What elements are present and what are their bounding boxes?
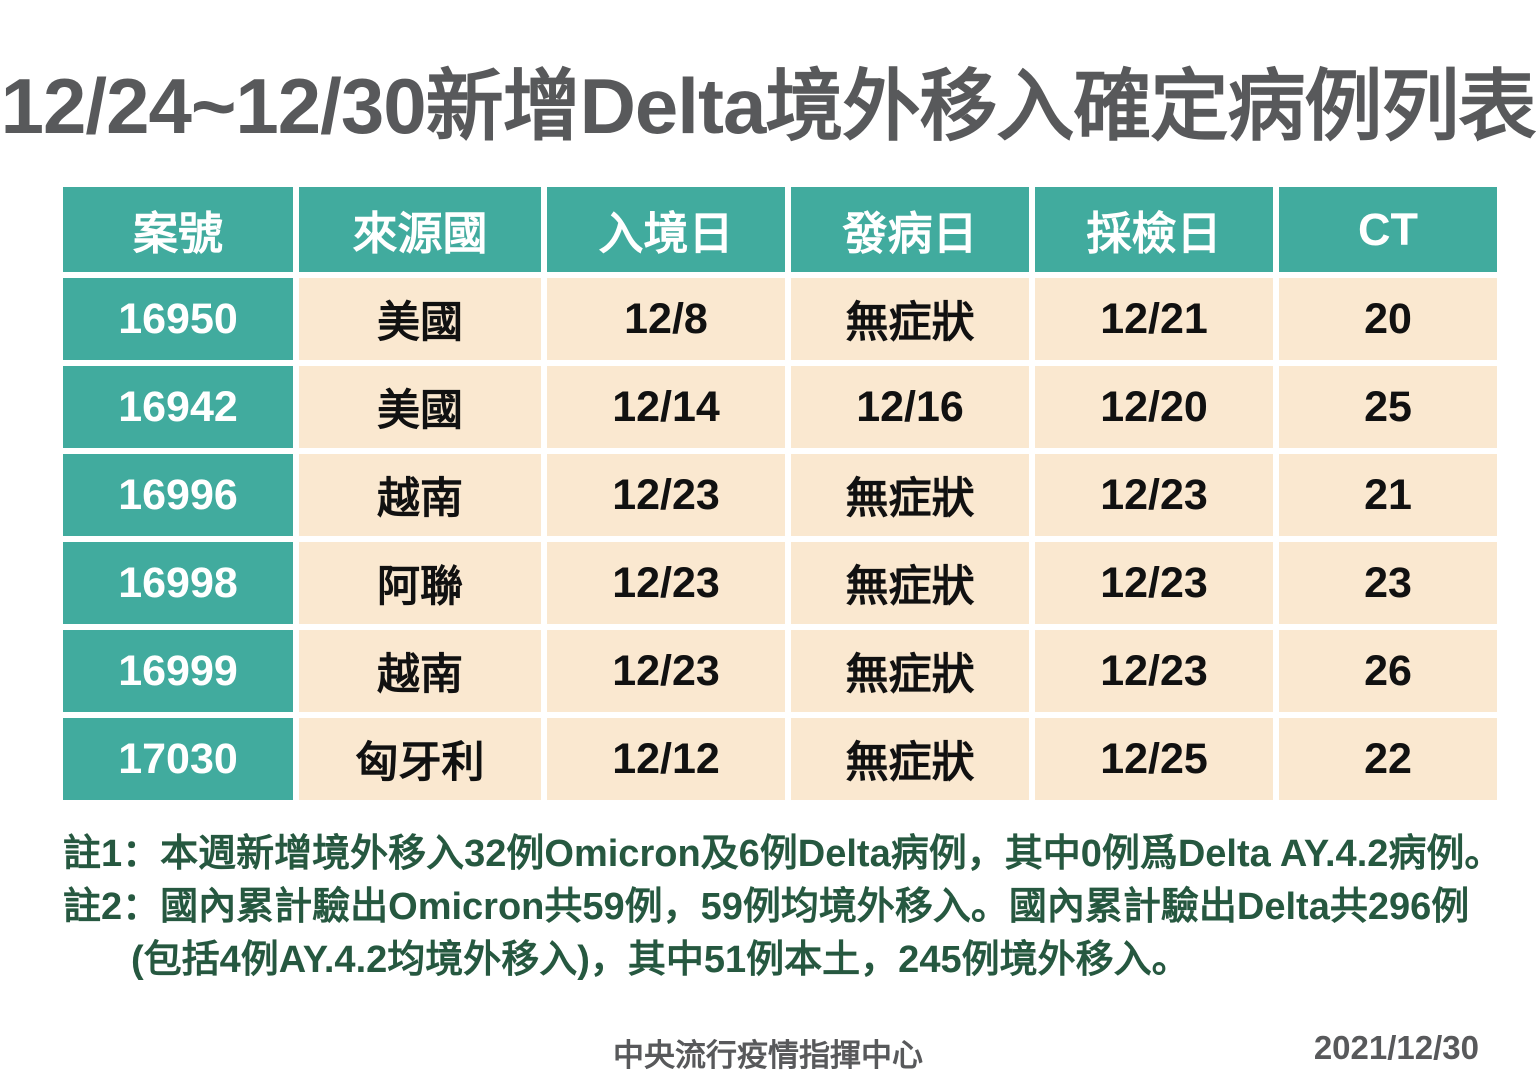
table-header-cell: 案號 <box>63 187 293 272</box>
table-cell: 越南 <box>299 630 541 712</box>
notes-block: 註1：本週新增境外移入32例Omicron及6例Delta病例，其中0例爲Del… <box>63 828 1503 987</box>
table-cell: 12/21 <box>1035 278 1273 360</box>
table-cell: 12/23 <box>547 542 785 624</box>
footer-organization: 中央流行疫情指揮中心 <box>613 1038 923 1073</box>
table-cell: 20 <box>1279 278 1497 360</box>
table-cell: 12/23 <box>1035 454 1273 536</box>
table-header-cell: 發病日 <box>791 187 1029 272</box>
table-cell: 12/20 <box>1035 366 1273 448</box>
page-title: 12/24~12/30新增Delta境外移入確定病例列表 <box>0 62 1536 150</box>
table-header-cell: 入境日 <box>547 187 785 272</box>
table-cell: 無症狀 <box>791 542 1029 624</box>
cases-table: 案號 來源國 入境日 發病日 採檢日 CT 16950 美國 12/8 無症狀 12/21 20 169… <box>63 187 1497 800</box>
table-cell: 21 <box>1279 454 1497 536</box>
table-cell: 12/12 <box>547 718 785 800</box>
table-cell: 阿聯 <box>299 542 541 624</box>
note-2-line-1: 註2：國內累計驗出Omicron共59例，59例均境外移入。國內累計驗出Delt… <box>63 886 1470 928</box>
case-number-cell: 16996 <box>63 454 293 536</box>
table-cell: 無症狀 <box>791 278 1029 360</box>
table-cell: 匈牙利 <box>299 718 541 800</box>
case-number-cell: 17030 <box>63 718 293 800</box>
table-cell: 無症狀 <box>791 630 1029 712</box>
table-cell: 26 <box>1279 630 1497 712</box>
case-number-cell: 16942 <box>63 366 293 448</box>
table-cell: 無症狀 <box>791 718 1029 800</box>
table-cell: 23 <box>1279 542 1497 624</box>
note-1: 註1：本週新增境外移入32例Omicron及6例Delta病例，其中0例爲Del… <box>63 833 1503 875</box>
note-2-line-2: (包括4例AY.4.2均境外移入)，其中51例本土，245例境外移入。 <box>131 939 1190 981</box>
table-cell: 22 <box>1279 718 1497 800</box>
case-number-cell: 16999 <box>63 630 293 712</box>
table-cell: 12/8 <box>547 278 785 360</box>
table-cell: 美國 <box>299 278 541 360</box>
footer-date: 2021/12/30 <box>1313 1029 1479 1066</box>
table-cell: 12/23 <box>1035 542 1273 624</box>
table-cell: 12/23 <box>1035 630 1273 712</box>
table-cell: 無症狀 <box>791 454 1029 536</box>
table-cell: 美國 <box>299 366 541 448</box>
table-cell: 12/25 <box>1035 718 1273 800</box>
table-header-cell: CT <box>1279 187 1497 272</box>
table-header-cell: 採檢日 <box>1035 187 1273 272</box>
table-cell: 12/14 <box>547 366 785 448</box>
table-cell: 12/16 <box>791 366 1029 448</box>
case-number-cell: 16950 <box>63 278 293 360</box>
table-cell: 越南 <box>299 454 541 536</box>
case-number-cell: 16998 <box>63 542 293 624</box>
table-cell: 12/23 <box>547 630 785 712</box>
table-cell: 25 <box>1279 366 1497 448</box>
table-header-cell: 來源國 <box>299 187 541 272</box>
table-cell: 12/23 <box>547 454 785 536</box>
